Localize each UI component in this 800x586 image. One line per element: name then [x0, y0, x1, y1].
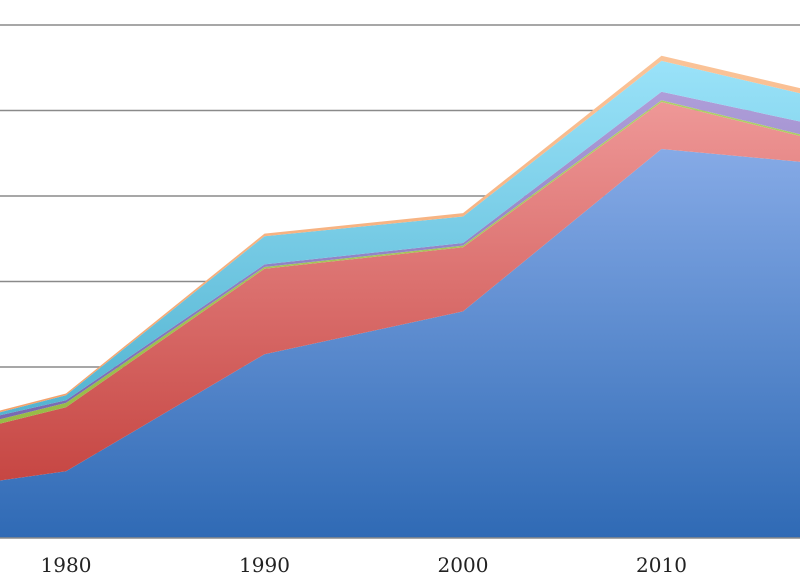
- area-series-1: [0, 102, 800, 481]
- x-tick-label: 2000: [438, 553, 489, 577]
- x-axis-ticks: 1980 1990 2000 2010: [41, 553, 687, 577]
- x-tick-label: 1990: [239, 553, 290, 577]
- area-series-4: [0, 60, 800, 416]
- area-series-group: [0, 55, 800, 538]
- x-tick-label: 2010: [636, 553, 687, 577]
- area-series-0: [0, 149, 800, 538]
- x-tick-label: 1980: [41, 553, 92, 577]
